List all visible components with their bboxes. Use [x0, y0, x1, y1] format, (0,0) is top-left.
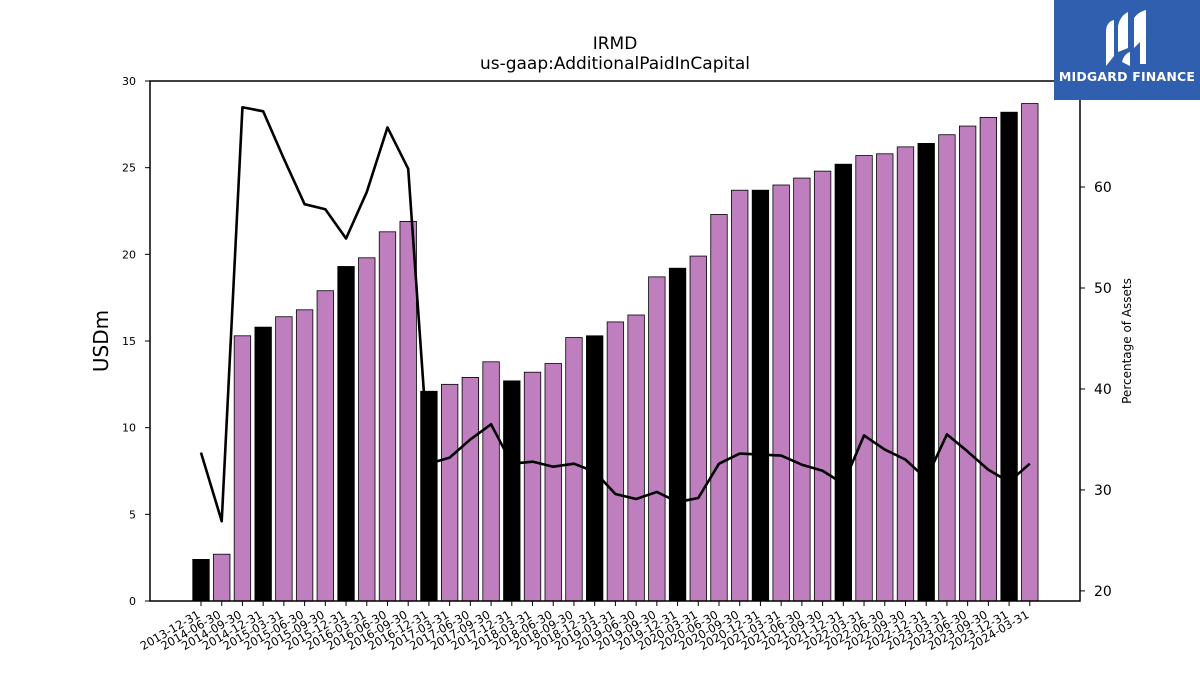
midgard-finance-logo: MIDGARD FINANCE: [1054, 0, 1200, 100]
y-axis-right: 20 30 40 50 60: [1080, 180, 1112, 600]
bar-2022-06-30: [876, 153, 894, 602]
bar-2016-06-30: [378, 231, 397, 602]
bar-2015-09-30: [316, 290, 334, 602]
bar-2023-06-30: [958, 125, 977, 602]
bar-2020-06-30: [710, 214, 728, 602]
bar-2016-12-31: [420, 390, 438, 602]
bar-2020-03-31: [689, 255, 707, 602]
midgard-m-icon: [1106, 10, 1146, 66]
bar-2019-06-30: [627, 314, 645, 602]
bar-2018-06-30: [544, 363, 562, 602]
bar-2016-09-30: [399, 220, 417, 602]
y-tick-label: 5: [129, 508, 136, 521]
bar-2021-03-31: [772, 184, 790, 602]
line-layer: [199, 105, 1031, 523]
bar-2019-12-31: [668, 267, 687, 602]
bar-2022-09-30: [896, 146, 915, 602]
y-tick-label: 15: [122, 335, 136, 348]
bar-2014-12-31: [254, 326, 272, 602]
y2-tick-label: 20: [1094, 584, 1112, 600]
bars-layer: [192, 103, 1039, 602]
y-axis-label: USDm: [89, 310, 113, 372]
y-tick-label: 0: [129, 595, 136, 608]
y-axis-left: 0 5 10 15 20 25 30: [122, 75, 150, 608]
bar-2014-09-30: [233, 335, 252, 602]
y2-axis-label: Percentage of Assets: [1120, 278, 1134, 404]
bar-2018-09-30: [565, 337, 583, 602]
bar-2023-12-31: [1000, 111, 1018, 602]
bar-2016-03-31: [358, 257, 376, 602]
logo-text: MIDGARD FINANCE: [1058, 69, 1196, 84]
bar-2015-12-31: [337, 266, 355, 602]
bar-2020-12-31: [751, 189, 770, 602]
y2-tick-label: 30: [1094, 483, 1112, 499]
bar-2023-03-31: [938, 134, 956, 602]
y2-tick-label: 40: [1094, 382, 1112, 398]
y-tick-label: 20: [122, 248, 136, 261]
chart-title: IRMD: [593, 34, 638, 54]
y-tick-label: 30: [122, 75, 136, 88]
bar-2014-06-30: [213, 553, 231, 602]
bar-2020-09-30: [731, 189, 749, 602]
bar-2021-12-31: [834, 163, 852, 602]
bar-2017-09-30: [482, 361, 500, 602]
bar-2022-12-31: [917, 142, 935, 602]
y2-tick-label: 60: [1094, 180, 1112, 196]
percentage-line: [199, 105, 1031, 523]
bar-2021-09-30: [813, 170, 832, 602]
bar-2015-06-30: [295, 309, 314, 602]
bar-2018-03-31: [523, 371, 542, 602]
y-tick-label: 25: [122, 162, 136, 175]
bar-2013-12-31: [192, 559, 210, 602]
bar-2017-06-30: [461, 376, 480, 602]
bar-2019-09-30: [648, 276, 666, 602]
y2-tick-label: 50: [1094, 281, 1112, 297]
x-axis: 2013-12-312014-06-302014-09-302014-12-31…: [138, 601, 1031, 653]
bar-2021-06-30: [793, 177, 811, 602]
chart-subtitle: us-gaap:AdditionalPaidInCapital: [480, 54, 750, 74]
y-tick-label: 10: [122, 422, 136, 435]
bar-2015-03-31: [275, 316, 293, 602]
bar-2019-03-31: [606, 321, 625, 602]
bar-2024-03-31: [1021, 103, 1039, 602]
bar-2023-09-30: [979, 117, 998, 602]
bar-2017-12-31: [503, 380, 521, 602]
bar-2017-03-31: [440, 383, 459, 602]
bar-2022-03-31: [855, 155, 873, 602]
